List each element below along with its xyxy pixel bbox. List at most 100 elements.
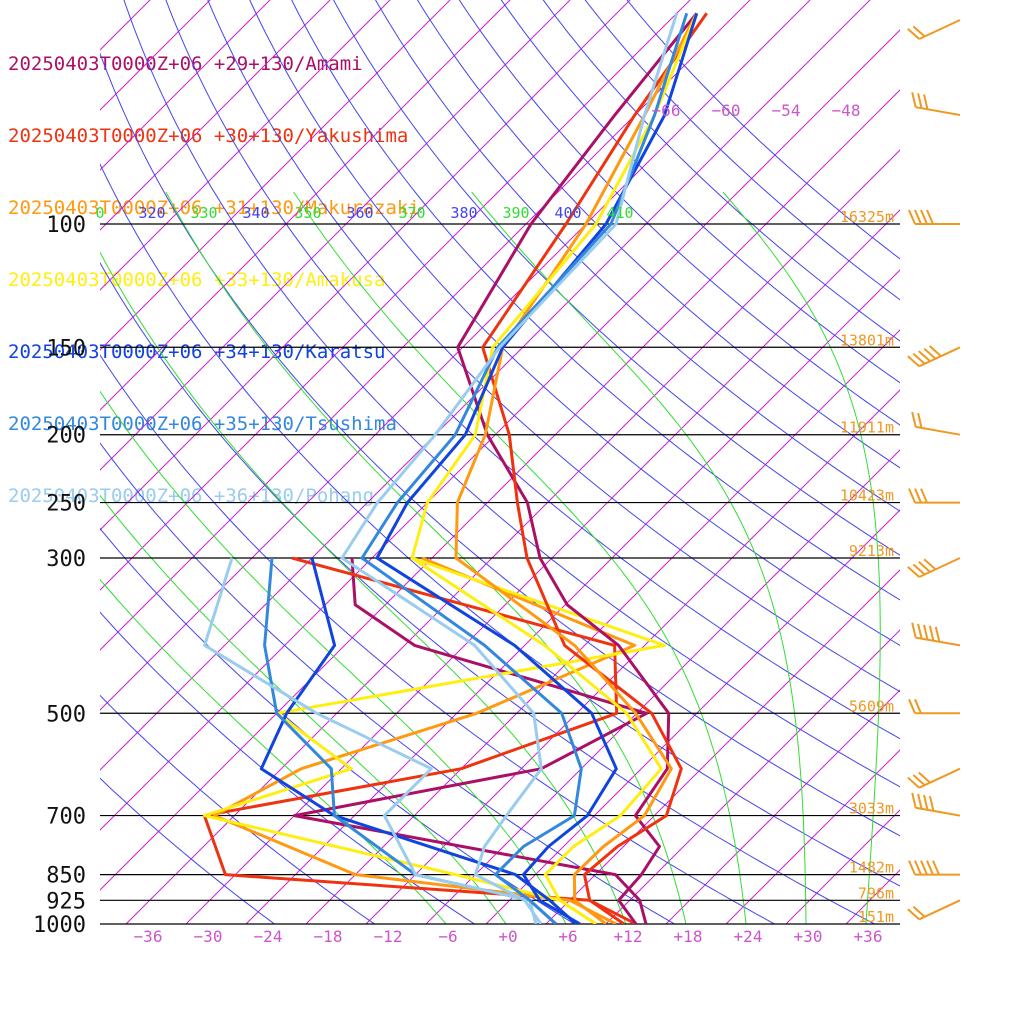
- temperature-line-5: [360, 12, 689, 924]
- wind-barb-flag: [917, 623, 923, 639]
- isotherm-line: [605, 629, 900, 924]
- wind-barb-flag: [911, 411, 917, 428]
- height-label: 1482m: [849, 859, 894, 877]
- temperature-line-6: [340, 12, 679, 924]
- legend-entry-pohang: 20250403T0000Z+06 +36+130/Pohang: [8, 485, 375, 507]
- dry-adiabat-line: [291, 0, 900, 601]
- wind-barb-staff: [918, 557, 961, 578]
- pressure-label: 250: [46, 492, 86, 517]
- wind-barb-flag: [907, 908, 920, 921]
- wind-barb-flag: [908, 698, 916, 714]
- isotherm-line: [305, 329, 900, 924]
- wind-barb-flag: [911, 92, 917, 108]
- wind-barbs: [907, 19, 961, 921]
- dry-adiabat-line: [249, 0, 900, 646]
- legend: 20250403T0000Z+06 +29+130/Amami 20250403…: [8, 4, 420, 532]
- x-tick-label: +18: [674, 927, 703, 946]
- wind-barb-flag: [907, 776, 920, 789]
- theta-label: 350: [294, 204, 321, 222]
- isotherm-line: [100, 0, 751, 651]
- upper-temp-label: −48: [832, 101, 861, 120]
- x-tick-label: −6: [438, 927, 457, 946]
- dry-adiabat-line: [123, 0, 900, 788]
- pressure-label: 1000: [33, 913, 86, 938]
- wind-barb-flag: [923, 347, 937, 360]
- pressure-label: 200: [46, 424, 86, 449]
- temperature-line-2: [454, 12, 699, 924]
- upper-temp-label: −60: [712, 101, 741, 120]
- dewpoint-line-4: [259, 557, 578, 924]
- wind-barb-flag: [912, 352, 926, 365]
- pressure-label: 700: [46, 805, 86, 830]
- isotherm-line: [125, 149, 900, 924]
- wind-barb-flag: [912, 905, 926, 918]
- isotherm-line: [100, 0, 811, 711]
- legend-entry-karatsu: 20250403T0000Z+06 +34+130/Karatsu: [8, 341, 386, 363]
- dry-adiabat-line: [416, 0, 900, 469]
- wind-barb-shape: [907, 899, 961, 921]
- isotherm-line: [425, 449, 900, 924]
- dry-adiabat-line: [207, 0, 900, 693]
- x-tick-label: +36: [854, 927, 883, 946]
- wind-barb-staff: [915, 425, 961, 436]
- wind-barb-shape: [911, 411, 961, 436]
- wind-barb-flag: [912, 563, 926, 576]
- wind-barb-flag: [920, 209, 928, 225]
- wind-barb: [911, 622, 961, 647]
- wind-barb: [911, 792, 961, 817]
- wind-barb-shape: [911, 92, 961, 116]
- wind-barb-flag: [918, 771, 931, 784]
- wind-barb-shape: [907, 767, 961, 789]
- temperature-line-1: [481, 12, 708, 924]
- wind-barb-flag: [923, 558, 937, 571]
- wind-barb-flag: [917, 793, 923, 810]
- wind-barb-shape: [907, 345, 961, 368]
- height-label: 13801m: [840, 331, 894, 349]
- theta-label: 330: [190, 204, 217, 222]
- dewpoint-line-0: [292, 557, 649, 924]
- wind-barb-flag: [928, 345, 942, 357]
- dry-adiabat-line: [165, 0, 900, 740]
- wind-barb-shape: [907, 19, 961, 40]
- pressure-label: 100: [46, 213, 86, 238]
- x-tick-label: +12: [614, 927, 643, 946]
- wind-barb-shape: [908, 698, 960, 715]
- theta-label: 340: [242, 204, 269, 222]
- dry-adiabat-line: [100, 163, 900, 887]
- wind-barb-staff: [918, 346, 961, 368]
- theta-label: 360: [346, 204, 373, 222]
- wind-barb-shape: [911, 792, 961, 817]
- wind-barb: [908, 698, 960, 715]
- moist-adiabat-line: [100, 390, 567, 924]
- x-tick-label: +6: [558, 927, 577, 946]
- x-tick-label: −18: [314, 927, 343, 946]
- isotherm-line: [665, 689, 900, 924]
- dry-adiabat-line: [100, 442, 676, 924]
- wind-barb-flag: [914, 488, 922, 503]
- x-tick-label: −24: [254, 927, 283, 946]
- wind-barb: [907, 767, 961, 789]
- isotherm-line: [966, 0, 1024, 924]
- dry-adiabat-line: [100, 694, 376, 924]
- wind-barb-flag: [926, 860, 934, 875]
- wind-barb-flag: [908, 488, 916, 503]
- isotherm-line: [100, 29, 900, 831]
- wind-barb-flag: [907, 355, 920, 368]
- dry-adiabat-line: [100, 52, 900, 837]
- x-tick-label: +24: [734, 927, 763, 946]
- isotherm-line: [100, 0, 151, 51]
- height-label: 16325m: [840, 208, 894, 226]
- height-label: 3033m: [849, 800, 894, 818]
- wind-barb-shape: [911, 622, 961, 647]
- wind-barb-shape: [907, 557, 961, 578]
- temperature-line-0: [456, 12, 698, 924]
- dry-adiabat-line: [100, 527, 576, 924]
- isotherm-line: [365, 389, 900, 924]
- wind-barb-flag: [914, 698, 922, 714]
- wind-barb-staff: [915, 106, 961, 116]
- dewpoint-line-6: [203, 557, 538, 924]
- x-tick-label: +0: [498, 927, 517, 946]
- theta-label: 320: [138, 204, 165, 222]
- dry-adiabat-line: [584, 0, 900, 301]
- wind-barb-staff: [915, 636, 961, 647]
